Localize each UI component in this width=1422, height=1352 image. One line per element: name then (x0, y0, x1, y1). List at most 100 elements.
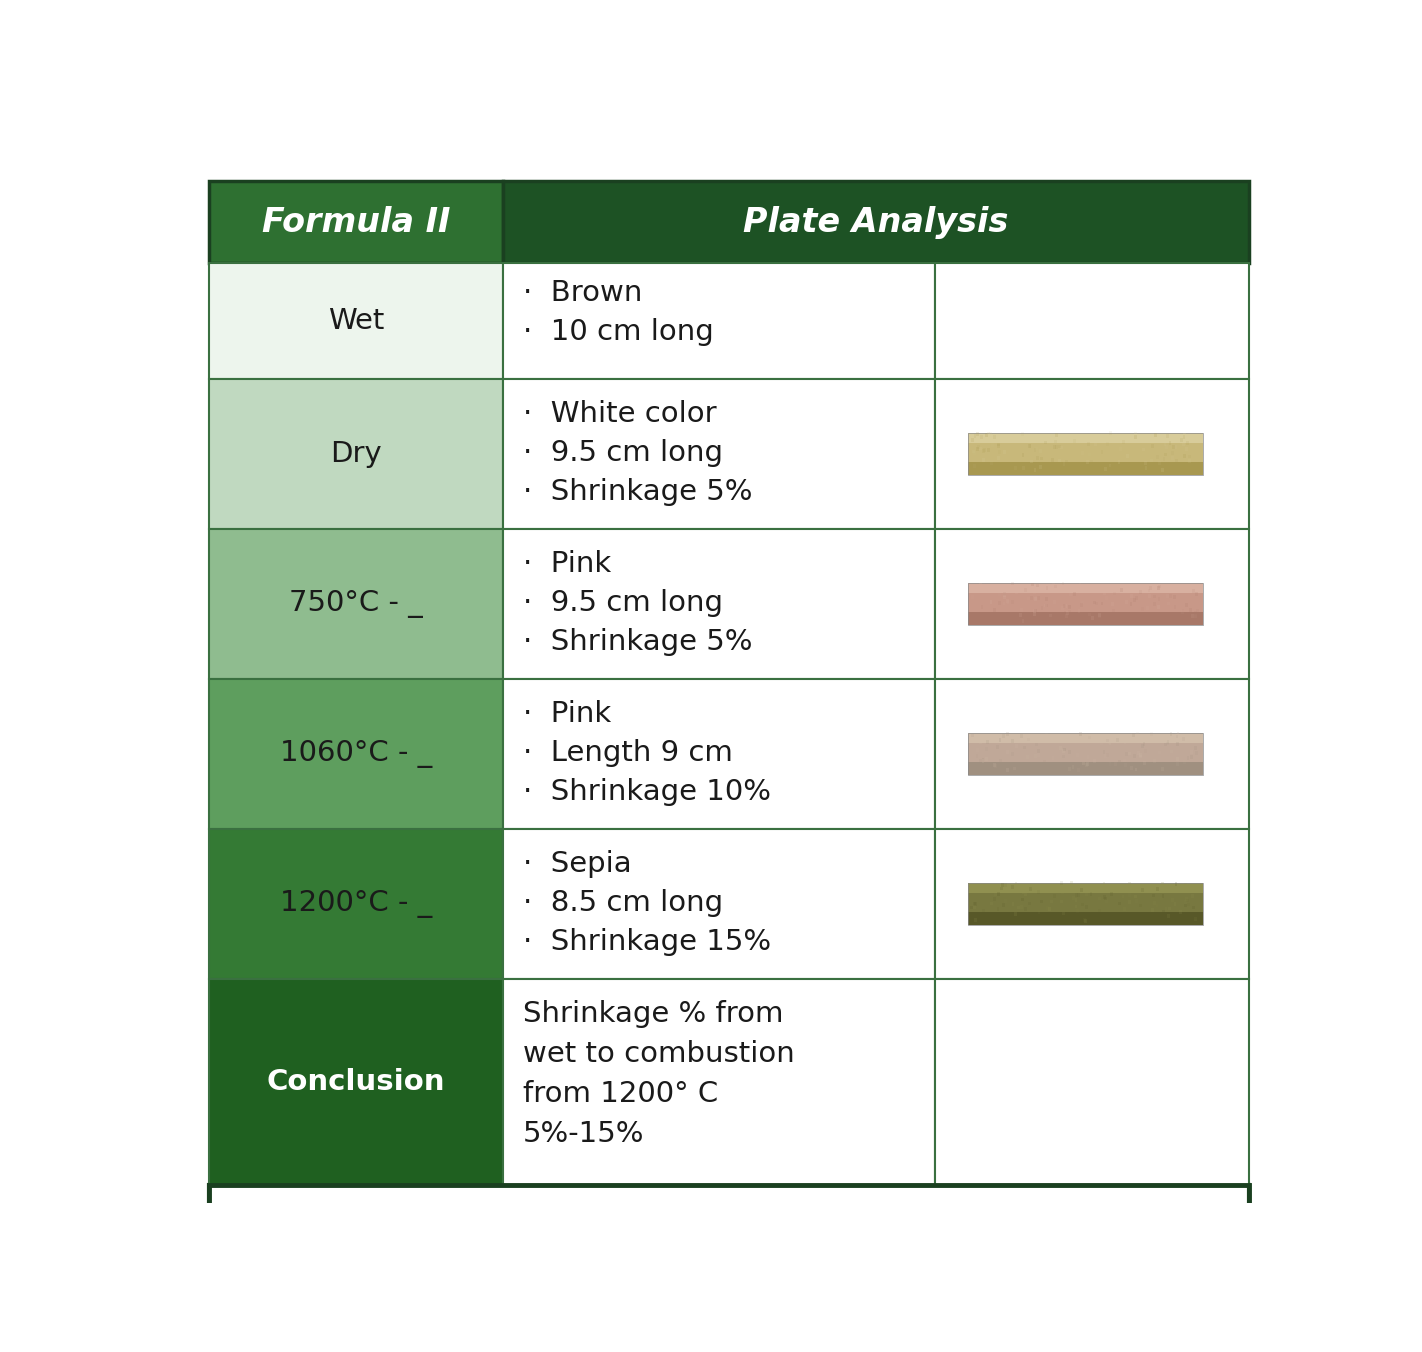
Bar (1074, 592, 1076, 596)
Bar (1086, 460, 1089, 464)
Bar (991, 443, 994, 448)
Bar (1047, 465, 1049, 468)
Polygon shape (968, 594, 1203, 612)
Bar (1015, 591, 1018, 594)
Bar (1118, 760, 1121, 764)
Bar (1049, 614, 1052, 618)
Bar (1194, 746, 1197, 750)
Bar (1109, 763, 1112, 765)
Bar (1101, 450, 1103, 454)
Bar (1058, 769, 1061, 772)
Bar (1166, 594, 1169, 598)
Bar (1088, 735, 1091, 740)
Bar (1062, 749, 1065, 753)
Bar (1007, 768, 1010, 772)
Bar (1098, 767, 1101, 771)
Bar (1068, 606, 1071, 610)
Bar (994, 892, 997, 896)
Bar (1045, 598, 1048, 602)
Bar (1065, 460, 1068, 464)
Text: 750°C - _: 750°C - _ (289, 589, 422, 618)
Polygon shape (968, 733, 1203, 744)
Bar (1078, 610, 1081, 612)
Bar (1085, 904, 1088, 909)
Bar (971, 438, 974, 442)
Polygon shape (968, 612, 1203, 625)
Text: ·  Brown: · Brown (523, 280, 643, 307)
Text: ·  8.5 cm long: · 8.5 cm long (523, 890, 722, 917)
Bar (1068, 604, 1071, 608)
Bar (1008, 917, 1011, 921)
Bar (1139, 890, 1142, 894)
Bar (1158, 585, 1160, 589)
Bar (983, 909, 985, 913)
Bar (1140, 438, 1143, 442)
Bar (997, 745, 998, 749)
Bar (1020, 906, 1022, 910)
Bar (977, 748, 980, 752)
Bar (1000, 887, 1003, 891)
Bar (984, 915, 987, 918)
Bar (1005, 599, 1008, 603)
Bar (997, 892, 1000, 896)
Bar (1162, 895, 1165, 898)
Bar (1166, 742, 1169, 745)
Bar (1119, 448, 1122, 452)
Bar (980, 758, 983, 763)
Bar (1066, 434, 1069, 438)
Bar (1159, 584, 1162, 588)
Bar (1099, 742, 1102, 745)
Text: ·  Shrinkage 10%: · Shrinkage 10% (523, 777, 771, 806)
Bar (1039, 465, 1042, 469)
Bar (1021, 619, 1024, 623)
Bar (1084, 913, 1086, 917)
Bar (1065, 614, 1068, 618)
Bar (503, 979, 934, 1184)
Bar (1194, 592, 1197, 596)
Bar (1034, 610, 1037, 612)
Bar (1133, 598, 1136, 602)
Bar (1187, 617, 1190, 619)
Bar (1042, 435, 1045, 439)
Bar (1076, 737, 1079, 741)
Bar (1165, 742, 1167, 746)
Bar (985, 757, 988, 761)
Bar (1176, 734, 1179, 738)
Bar (934, 979, 1249, 1184)
Bar (1109, 431, 1112, 435)
Bar (1011, 738, 1014, 742)
Bar (1098, 614, 1101, 618)
Bar (981, 604, 984, 608)
Bar (1148, 594, 1150, 598)
Bar (981, 458, 984, 462)
Bar (997, 442, 1000, 446)
Bar (998, 592, 1001, 596)
Bar (1061, 891, 1064, 895)
Bar (1136, 731, 1139, 735)
Bar (1153, 602, 1156, 606)
Bar (1172, 456, 1175, 460)
Bar (1186, 899, 1189, 903)
Bar (1172, 445, 1175, 449)
Bar (1192, 894, 1194, 898)
Bar (1156, 903, 1159, 907)
Bar (1034, 589, 1037, 594)
Bar (1182, 610, 1185, 614)
Bar (1068, 750, 1071, 754)
Bar (1158, 604, 1160, 608)
Bar (987, 448, 990, 452)
Bar (1146, 606, 1149, 610)
Bar (1173, 902, 1176, 906)
Bar (1102, 882, 1105, 886)
Bar (1049, 899, 1052, 903)
Bar (1094, 600, 1096, 604)
Bar (1166, 740, 1169, 744)
Bar (934, 264, 1249, 379)
Text: Wet: Wet (327, 307, 384, 335)
Bar (997, 456, 1000, 460)
Bar (1051, 458, 1054, 461)
Bar (1027, 754, 1030, 758)
Bar (503, 529, 934, 679)
Bar (973, 904, 975, 909)
Bar (1035, 584, 1038, 588)
